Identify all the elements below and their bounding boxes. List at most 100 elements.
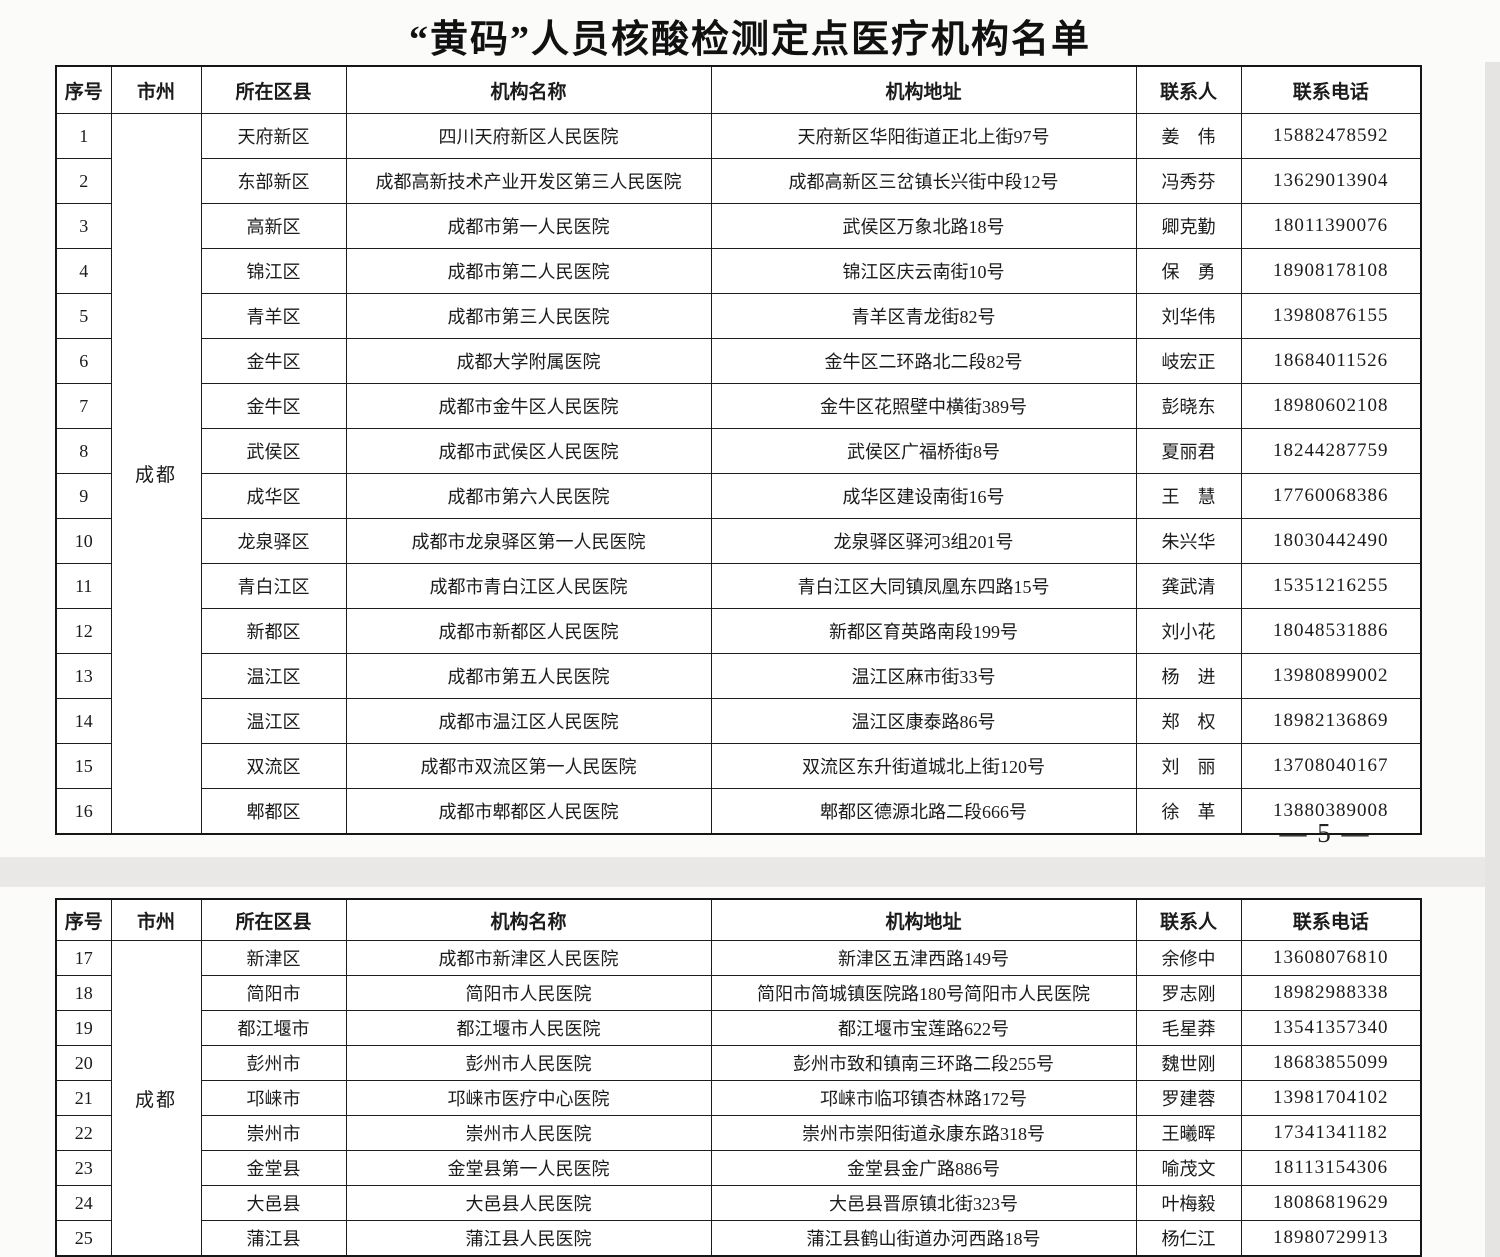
cell-institution-name: 成都市第三人民医院: [345, 293, 712, 339]
cell-contact-person: 杨 进: [1135, 653, 1242, 699]
cell-institution-address: 金牛区花照壁中横街389号: [710, 383, 1137, 429]
table-row: 7 金牛区 成都市金牛区人民医院 金牛区花照壁中横街389号 彭晓东 1898060210…: [55, 383, 1422, 429]
table-body: 17 成都 新津区 成都市新津区人民医院 新津区五津西路149号 余修中 136080768…: [55, 940, 1422, 1257]
cell-contact-person: 郑 权: [1135, 698, 1242, 744]
table-row: 14 温江区 成都市温江区人民医院 温江区康泰路86号郑 权 18982136869: [55, 698, 1422, 744]
cell-contact-phone: 18982136869: [1240, 698, 1422, 744]
cell-no: 25: [55, 1220, 112, 1257]
cell-contact-phone: 13980876155: [1240, 293, 1422, 339]
cell-contact-person: 杨仁江: [1135, 1220, 1242, 1257]
cell-institution-address: 新津区五津西路149号: [710, 940, 1137, 976]
cell-institution-name: 成都市龙泉驿区第一人民医院: [345, 518, 712, 564]
cell-institution-name: 成都市青白江区人民医院: [345, 563, 712, 609]
col-header-institution-address: 机构地址: [710, 65, 1137, 114]
cell-contact-person: 刘小花: [1135, 608, 1242, 654]
col-header-contact-phone: 联系电话: [1240, 898, 1422, 941]
cell-district: 蒲江县: [200, 1220, 347, 1257]
cell-district: 彭州市: [200, 1045, 347, 1081]
cell-institution-name: 金堂县第一人民医院: [345, 1150, 712, 1186]
cell-institution-name: 成都高新技术产业开发区第三人民医院: [345, 158, 712, 204]
cell-contact-person: 徐 革: [1135, 788, 1242, 835]
cell-institution-name: 成都市双流区第一人民医院: [345, 743, 712, 789]
cell-district: 温江区: [200, 653, 347, 699]
table-header: 序号 市州 所在区县 机构名称 机构地址 联系人 联系电话: [55, 65, 1422, 114]
cell-institution-address: 蒲江县鹤山街道办河西路18号: [710, 1220, 1137, 1257]
cell-contact-phone: 18980602108: [1240, 383, 1422, 429]
cell-contact-person: 彭晓东: [1135, 383, 1242, 429]
table-row: 11 青白江区 成都市青白江区人民医院 青白江区大同镇凤凰东四路15号 龚武清 15351…: [55, 563, 1422, 609]
col-header-institution-address: 机构地址: [710, 898, 1137, 941]
cell-no: 6: [55, 338, 112, 384]
cell-city: 成都: [110, 113, 202, 835]
cell-institution-name: 成都市第六人民医院: [345, 473, 712, 519]
cell-district: 龙泉驿区: [200, 518, 347, 564]
cell-no: 18: [55, 975, 112, 1011]
cell-no: 22: [55, 1115, 112, 1151]
cell-institution-address: 天府新区华阳街道正北上街97号: [710, 113, 1137, 159]
cell-institution-address: 大邑县晋原镇北街323号: [710, 1185, 1137, 1221]
cell-institution-name: 成都市武侯区人民医院: [345, 428, 712, 474]
cell-district: 都江堰市: [200, 1010, 347, 1046]
col-header-no: 序号: [55, 898, 112, 941]
table-row: 20 彭州市 彭州市人民医院 彭州市致和镇南三环路二段255号 魏世刚 186838550…: [55, 1045, 1422, 1081]
table-header: 序号 市州 所在区县 机构名称 机构地址 联系人 联系电话: [55, 898, 1422, 941]
cell-institution-name: 成都市温江区人民医院: [345, 698, 712, 744]
cell-district: 郫都区: [200, 788, 347, 835]
cell-institution-name: 大邑县人民医院: [345, 1185, 712, 1221]
cell-institution-name: 成都大学附属医院: [345, 338, 712, 384]
cell-no: 5: [55, 293, 112, 339]
cell-no: 4: [55, 248, 112, 294]
cell-no: 20: [55, 1045, 112, 1081]
col-header-institution-name: 机构名称: [345, 898, 712, 941]
table-row: 19 都江堰市 都江堰市人民医院 都江堰市宝莲路622号 毛星莽 13541357340: [55, 1010, 1422, 1046]
cell-institution-name: 邛崃市医疗中心医院: [345, 1080, 712, 1116]
table-row: 22 崇州市 崇州市人民医院 崇州市崇阳街道永康东路318号 王曦晖 1734134118…: [55, 1115, 1422, 1151]
cell-district: 东部新区: [200, 158, 347, 204]
cell-district: 武侯区: [200, 428, 347, 474]
cell-contact-phone: 18982988338: [1240, 975, 1422, 1011]
cell-contact-phone: 17760068386: [1240, 473, 1422, 519]
cell-district: 高新区: [200, 203, 347, 249]
cell-contact-phone: 18030442490: [1240, 518, 1422, 564]
cell-district: 崇州市: [200, 1115, 347, 1151]
cell-no: 9: [55, 473, 112, 519]
cell-city: 成都: [110, 940, 202, 1257]
cell-contact-person: 喻茂文: [1135, 1150, 1242, 1186]
cell-contact-phone: 18244287759: [1240, 428, 1422, 474]
cell-district: 大邑县: [200, 1185, 347, 1221]
cell-no: 16: [55, 788, 112, 835]
cell-contact-phone: 13541357340: [1240, 1010, 1422, 1046]
table-row: 9 成华区 成都市第六人民医院 成华区建设南街16号王 慧 17760068386: [55, 473, 1422, 519]
col-header-district: 所在区县: [200, 65, 347, 114]
table-row: 17 成都 新津区 成都市新津区人民医院 新津区五津西路149号 余修中 136080768…: [55, 940, 1422, 1257]
cell-institution-name: 简阳市人民医院: [345, 975, 712, 1011]
cell-district: 双流区: [200, 743, 347, 789]
cell-district: 温江区: [200, 698, 347, 744]
cell-institution-name: 成都市第五人民医院: [345, 653, 712, 699]
cell-contact-person: 王曦晖: [1135, 1115, 1242, 1151]
cell-institution-name: 崇州市人民医院: [345, 1115, 712, 1151]
cell-institution-address: 邛崃市临邛镇杏林路172号: [710, 1080, 1137, 1116]
cell-no: 21: [55, 1080, 112, 1116]
cell-institution-address: 双流区东升街道城北上街120号: [710, 743, 1137, 789]
cell-institution-address: 简阳市简城镇医院路180号简阳市人民医院: [710, 975, 1137, 1011]
cell-district: 锦江区: [200, 248, 347, 294]
cell-institution-name: 成都市金牛区人民医院: [345, 383, 712, 429]
table-row: 21 邛崃市 邛崃市医疗中心医院 邛崃市临邛镇杏林路172号 罗建蓉 1398170410…: [55, 1080, 1422, 1116]
cell-contact-phone: 18980729913: [1240, 1220, 1422, 1257]
cell-contact-person: 罗建蓉: [1135, 1080, 1242, 1116]
cell-contact-person: 刘 丽: [1135, 743, 1242, 789]
col-header-city: 市州: [110, 65, 202, 114]
table-row: 4 锦江区 成都市第二人民医院 锦江区庆云南街10号保 勇 18908178108: [55, 248, 1422, 294]
cell-contact-person: 罗志刚: [1135, 975, 1242, 1011]
table-row: 8 武侯区 成都市武侯区人民医院 武侯区广福桥街8号 夏丽君 18244287759: [55, 428, 1422, 474]
hospital-table-page-bottom: 序号 市州 所在区县 机构名称 机构地址 联系人 联系电话 17 成都 新津区 成都市…: [55, 898, 1422, 1257]
cell-no: 10: [55, 518, 112, 564]
page-number: — 5 —: [1279, 818, 1371, 848]
cell-institution-address: 锦江区庆云南街10号: [710, 248, 1137, 294]
table-row: 10 龙泉驿区 成都市龙泉驿区第一人民医院 龙泉驿区驿河3组201号 朱兴华 180304…: [55, 518, 1422, 564]
cell-no: 1: [55, 113, 112, 159]
cell-district: 青羊区: [200, 293, 347, 339]
cell-contact-person: 岐宏正: [1135, 338, 1242, 384]
cell-contact-phone: 13880389008: [1240, 788, 1422, 835]
